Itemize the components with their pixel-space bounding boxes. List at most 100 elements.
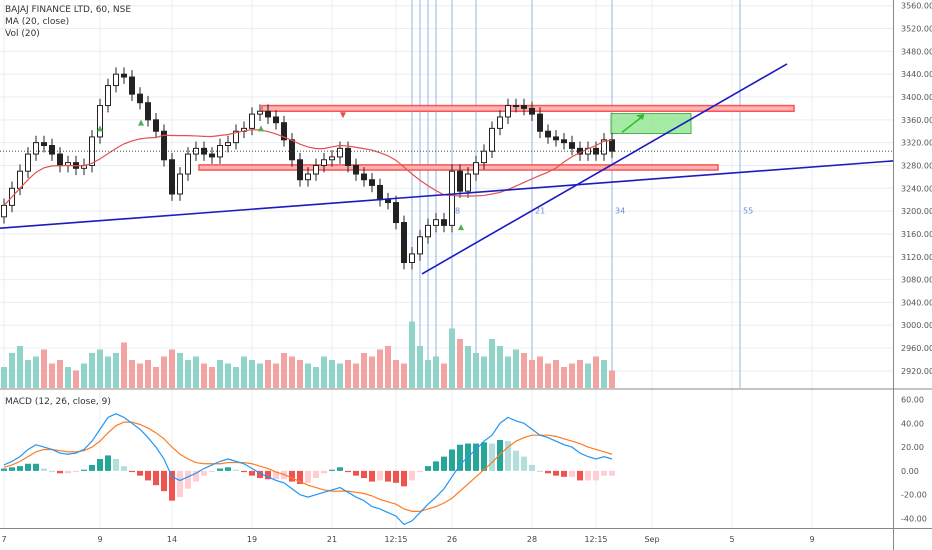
- price-tick-label: 3360.00: [901, 116, 932, 125]
- candle-body: [569, 142, 575, 149]
- volume-bar: [465, 346, 471, 388]
- short-trendline: [421, 63, 788, 275]
- macd-histogram-bar: [193, 470, 199, 482]
- candle-body: [505, 105, 511, 118]
- candle-body: [329, 156, 335, 161]
- volume-bar: [25, 360, 31, 388]
- volume-bar: [305, 363, 311, 388]
- macd-histogram-bar: [529, 464, 535, 471]
- long-trendline: [0, 160, 894, 230]
- volume-bar: [185, 360, 191, 388]
- volume-bar: [345, 360, 351, 388]
- volume-bar: [577, 360, 583, 388]
- candle-body: [537, 113, 543, 132]
- volume-bar: [385, 346, 391, 388]
- macd-histogram-bar: [1, 468, 7, 471]
- macd-histogram-bar: [481, 442, 487, 471]
- macd-histogram-bar: [409, 470, 415, 481]
- volume-bar: [241, 356, 247, 388]
- macd-histogram-bar: [313, 470, 319, 479]
- time-tick-label: 9: [97, 535, 102, 544]
- price-tick-label: 3040.00: [901, 298, 932, 307]
- candle-body: [553, 136, 559, 141]
- candle-body: [497, 116, 503, 129]
- volume-bar: [161, 356, 167, 388]
- candle-body: [449, 170, 455, 226]
- volume-bar: [257, 363, 263, 388]
- time-axis: 7 9 14 19 21 12:15 26 28 12:15 Sep 5 9: [1, 535, 814, 544]
- macd-histogram-bar: [321, 470, 327, 474]
- candle-body: [209, 153, 215, 158]
- macd-tick-label: 20.00: [901, 443, 924, 452]
- macd-histogram-bar: [609, 470, 615, 476]
- volume-bar: [209, 367, 215, 388]
- candle-body: [297, 159, 303, 181]
- candle-body: [169, 159, 175, 195]
- macd-histogram-bar: [473, 443, 479, 471]
- price-tick-label: 3440.00: [901, 70, 932, 79]
- price-axis: 3560.00 3520.00 3480.00 3440.00 3400.00 3360.…: [901, 2, 932, 524]
- candle-body: [385, 199, 391, 204]
- sell-signal-marker: [340, 112, 346, 119]
- target-box: [610, 113, 692, 135]
- volume-bar: [513, 349, 519, 388]
- macd-histogram-bar: [577, 470, 583, 481]
- macd-histogram-bar: [545, 470, 551, 474]
- volume-bar: [353, 363, 359, 388]
- candle-body: [601, 139, 607, 155]
- macd-histogram-bar: [17, 466, 23, 471]
- macd-histogram-bar: [353, 470, 359, 476]
- candle-body: [457, 170, 463, 192]
- volume-bar: [113, 353, 119, 388]
- macd-histogram-bar: [73, 470, 79, 473]
- volume-bar: [609, 370, 615, 388]
- price-tick-label: 2920.00: [901, 367, 932, 376]
- candle-body: [129, 76, 135, 95]
- macd-histogram-bar: [289, 470, 295, 482]
- volume-bar: [89, 353, 95, 388]
- macd-histogram-bar: [593, 470, 599, 481]
- macd-histogram-bar: [169, 470, 175, 501]
- volume-bar: [73, 370, 79, 388]
- candle-body: [185, 153, 191, 175]
- volume-bar: [201, 363, 207, 388]
- candle-body: [609, 139, 615, 152]
- macd-histogram-bar: [257, 470, 263, 479]
- macd-histogram-bar: [65, 470, 71, 474]
- price-tick-label: 3520.00: [901, 25, 932, 34]
- price-tick-label: 3200.00: [901, 207, 932, 216]
- volume-bar: [129, 360, 135, 388]
- candle-body: [337, 147, 343, 158]
- candle-body: [273, 116, 279, 124]
- volume-bar: [401, 363, 407, 388]
- moving-average: [0, 129, 893, 206]
- macd-histogram-bar: [201, 470, 207, 476]
- macd-histogram-bar: [433, 461, 439, 471]
- macd-histogram-bar: [241, 470, 247, 473]
- chart-legend: BAJAJ FINANCE LTD, 60, NSE MA (20, close…: [5, 4, 131, 40]
- volume-bar: [81, 363, 87, 388]
- price-tick-label: 3120.00: [901, 253, 932, 262]
- fib-label: 21: [535, 206, 545, 215]
- time-tick-label: 12:15: [584, 535, 607, 544]
- macd-histogram-bar: [361, 470, 367, 479]
- volume-bar: [313, 367, 319, 388]
- macd-histogram-bar: [369, 470, 375, 482]
- candle-body: [441, 219, 447, 226]
- macd-histogram-bar: [345, 470, 351, 473]
- macd-histogram-bar: [385, 470, 391, 482]
- macd-histogram-bar: [145, 470, 151, 481]
- candle-body: [417, 236, 423, 255]
- macd-histogram-bar: [329, 469, 335, 471]
- macd-histogram-bar: [41, 468, 47, 471]
- price-tick-label: 3240.00: [901, 184, 932, 193]
- time-tick-label: 28: [527, 535, 537, 544]
- candle-body: [289, 139, 295, 161]
- price-tick-label: 3480.00: [901, 47, 932, 56]
- price-tick-label: 3400.00: [901, 93, 932, 102]
- buy-signal-marker: [97, 125, 103, 132]
- candle-body: [305, 173, 311, 181]
- volume-bar: [169, 349, 175, 388]
- volume-bar: [569, 363, 575, 388]
